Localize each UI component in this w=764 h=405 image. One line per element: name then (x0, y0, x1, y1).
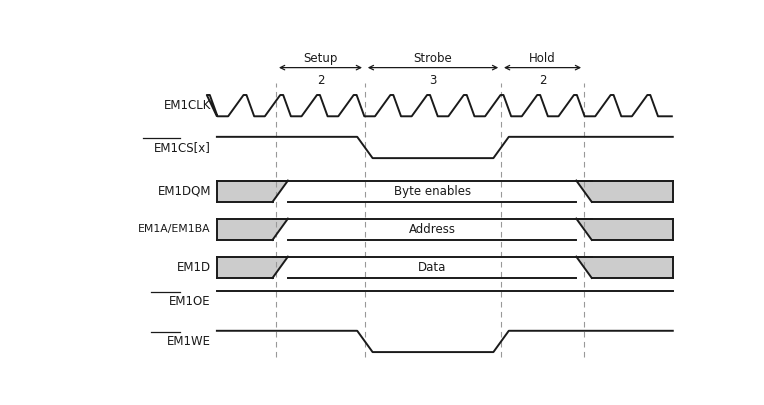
Text: EM1A/EM1BA: EM1A/EM1BA (138, 224, 211, 234)
Text: Address: Address (409, 223, 455, 236)
Text: Strobe: Strobe (413, 51, 452, 64)
Text: 2: 2 (539, 75, 546, 87)
Polygon shape (576, 219, 673, 240)
Polygon shape (576, 181, 673, 202)
Polygon shape (217, 257, 288, 278)
Text: Data: Data (418, 261, 446, 274)
Text: Hold: Hold (529, 51, 556, 64)
Text: 3: 3 (429, 75, 437, 87)
Polygon shape (576, 257, 673, 278)
Text: EM1CLK: EM1CLK (163, 99, 211, 112)
Polygon shape (217, 219, 288, 240)
Text: Byte enables: Byte enables (393, 185, 471, 198)
Text: EM1OE: EM1OE (170, 295, 211, 308)
Text: EM1WE: EM1WE (167, 335, 211, 348)
Text: EM1CS[x]: EM1CS[x] (154, 141, 211, 154)
Polygon shape (217, 181, 288, 202)
Text: EM1DQM: EM1DQM (157, 185, 211, 198)
Text: EM1D: EM1D (176, 261, 211, 274)
Text: Setup: Setup (303, 51, 338, 64)
Text: 2: 2 (317, 75, 324, 87)
